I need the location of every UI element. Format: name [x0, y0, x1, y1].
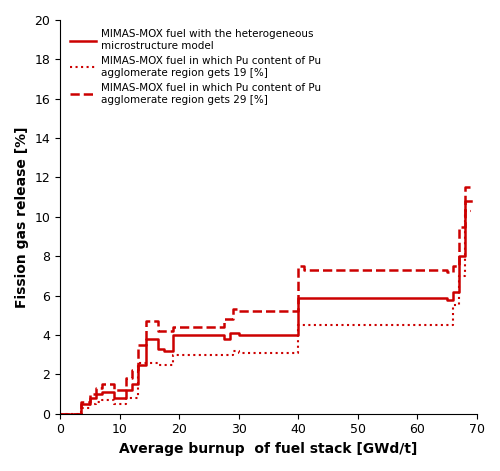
Y-axis label: Fission gas release [%]: Fission gas release [%]: [15, 126, 29, 308]
X-axis label: Average burnup  of fuel stack [GWd/t]: Average burnup of fuel stack [GWd/t]: [120, 442, 418, 456]
Legend: MIMAS-MOX fuel with the heterogeneous
microstructure model, MIMAS-MOX fuel in wh: MIMAS-MOX fuel with the heterogeneous mi…: [66, 25, 325, 109]
